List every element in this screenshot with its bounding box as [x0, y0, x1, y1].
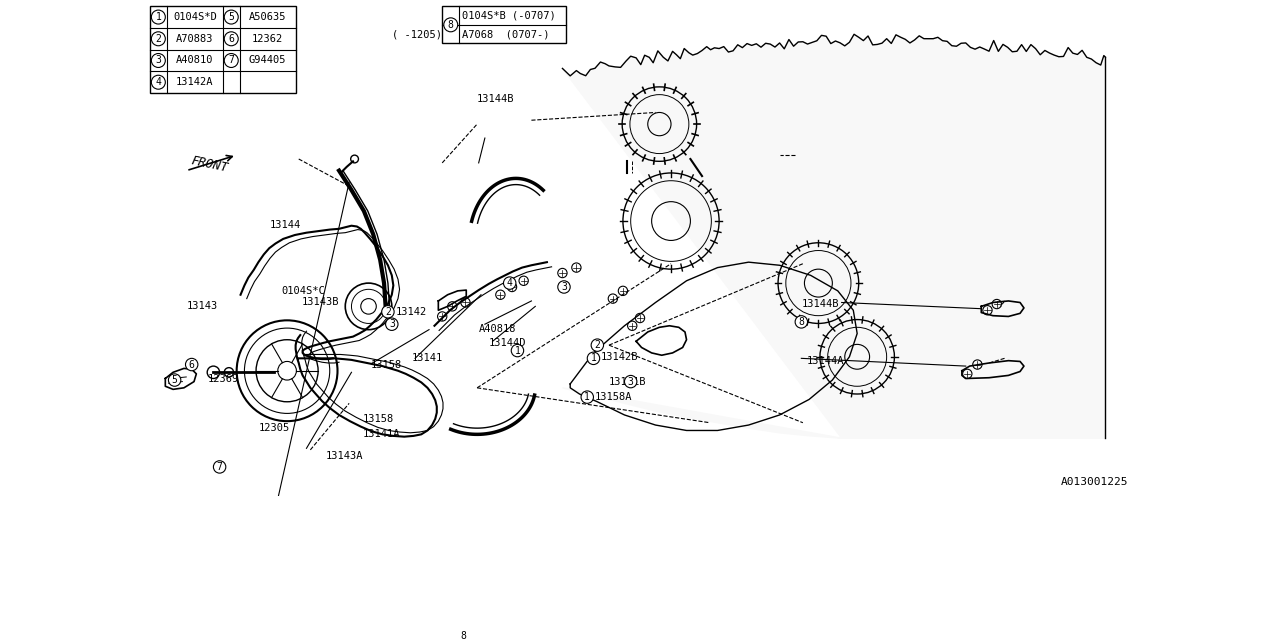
Text: 5: 5 [172, 375, 178, 385]
Text: 3: 3 [627, 376, 634, 387]
Text: 13144B: 13144B [801, 299, 838, 309]
Text: 8: 8 [448, 20, 453, 30]
Circle shape [385, 318, 398, 330]
Text: 7: 7 [216, 462, 223, 472]
Text: 13158: 13158 [362, 414, 393, 424]
Text: 1: 1 [590, 353, 596, 364]
Text: 3: 3 [155, 56, 161, 65]
Text: 0104S*C: 0104S*C [282, 286, 325, 296]
Circle shape [151, 76, 165, 89]
Circle shape [169, 374, 180, 387]
Text: 8: 8 [461, 631, 466, 640]
Text: 13144B: 13144B [477, 94, 515, 104]
Text: 0104S*D: 0104S*D [173, 12, 216, 22]
Text: 5: 5 [228, 12, 234, 22]
Text: 13158A: 13158A [595, 392, 632, 402]
Text: 1: 1 [515, 346, 521, 356]
Text: 12362: 12362 [252, 34, 283, 44]
Text: 1: 1 [155, 12, 161, 22]
Text: 0104S*B (-0707): 0104S*B (-0707) [462, 10, 556, 20]
Text: 13142: 13142 [396, 307, 428, 317]
Text: 3: 3 [561, 282, 567, 292]
Text: A50635: A50635 [248, 12, 287, 22]
Text: 13142B: 13142B [602, 352, 639, 362]
Circle shape [151, 32, 165, 46]
Text: 13143B: 13143B [302, 298, 339, 307]
Circle shape [224, 10, 238, 24]
Text: 4: 4 [155, 77, 161, 87]
Text: 13158: 13158 [371, 360, 402, 369]
Text: FRONT: FRONT [191, 154, 229, 175]
Text: ( -1205): ( -1205) [392, 29, 442, 39]
Text: 7: 7 [228, 56, 234, 65]
Text: A40810: A40810 [177, 56, 214, 65]
Circle shape [795, 316, 808, 328]
Circle shape [151, 54, 165, 67]
Text: 6: 6 [188, 360, 195, 369]
Text: 6: 6 [228, 34, 234, 44]
Circle shape [381, 305, 394, 318]
Text: A40818: A40818 [479, 324, 516, 334]
Text: 12369: 12369 [207, 374, 239, 383]
Text: 12305: 12305 [259, 423, 289, 433]
Circle shape [214, 461, 225, 473]
Text: 3: 3 [389, 319, 394, 329]
Circle shape [457, 630, 470, 640]
Circle shape [558, 281, 570, 293]
Text: 13142A: 13142A [177, 77, 214, 87]
Circle shape [444, 18, 458, 32]
Circle shape [625, 376, 637, 388]
Text: 2: 2 [385, 307, 390, 317]
Text: 2: 2 [594, 340, 600, 350]
Circle shape [581, 391, 594, 403]
Circle shape [591, 339, 604, 351]
Circle shape [511, 344, 524, 356]
Bar [442, 6, 566, 44]
Text: 13141B: 13141B [609, 376, 646, 387]
Polygon shape [562, 35, 1106, 438]
Circle shape [224, 32, 238, 46]
Text: 13143: 13143 [187, 301, 218, 310]
Text: A7068  (0707-): A7068 (0707-) [462, 29, 550, 39]
Circle shape [503, 277, 516, 289]
Circle shape [224, 54, 238, 67]
Text: 1: 1 [584, 392, 590, 402]
Text: 13144: 13144 [270, 220, 301, 230]
Text: 13141: 13141 [412, 353, 443, 364]
Text: G94405: G94405 [248, 56, 287, 65]
Circle shape [151, 10, 165, 24]
Text: 13144A: 13144A [806, 356, 845, 365]
Text: 13143A: 13143A [326, 451, 364, 461]
Text: 13141A: 13141A [362, 429, 399, 439]
Text: 4: 4 [507, 278, 512, 288]
Text: A013001225: A013001225 [1061, 477, 1129, 487]
Text: 8: 8 [799, 317, 804, 327]
Text: A70883: A70883 [177, 34, 214, 44]
Circle shape [588, 352, 599, 365]
Circle shape [186, 358, 198, 371]
Text: 13144D: 13144D [489, 338, 526, 348]
Text: 2: 2 [155, 34, 161, 44]
Bar [150, 6, 296, 93]
